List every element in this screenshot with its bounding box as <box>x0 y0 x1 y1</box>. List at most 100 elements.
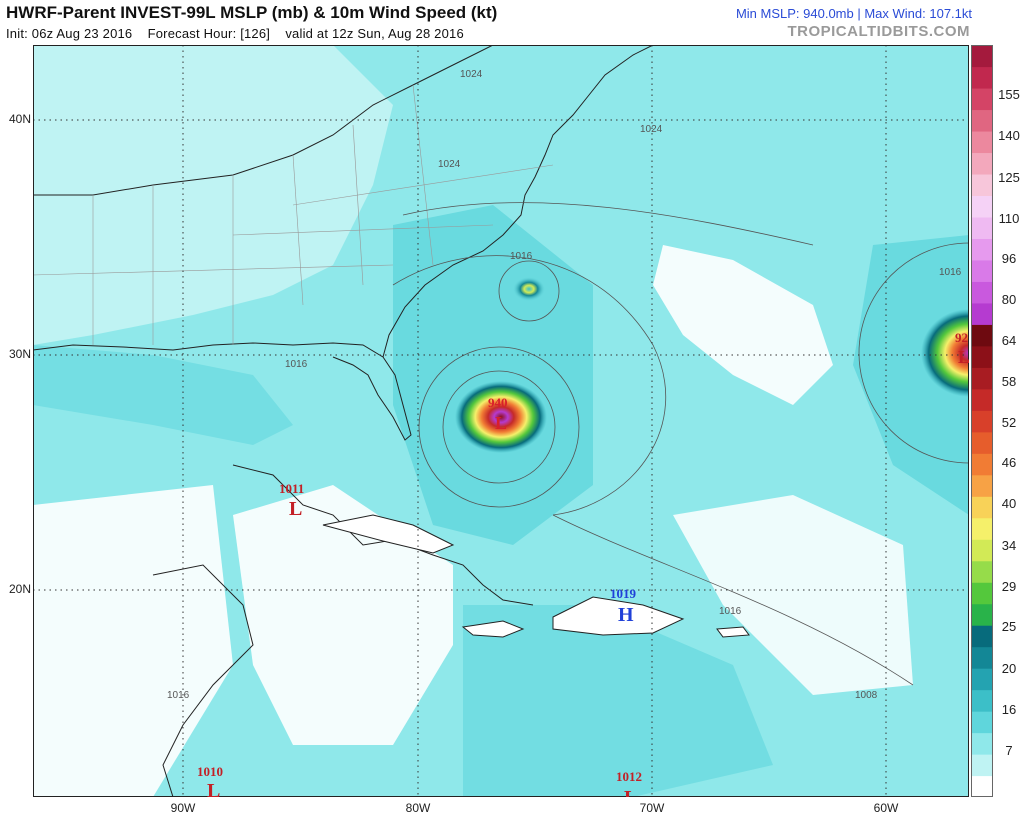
lat-label-40n: 40N <box>8 112 31 126</box>
colorbar-swatch <box>971 216 993 239</box>
isobar-label: 1008 <box>855 690 878 701</box>
isobar-label: 1024 <box>640 124 663 135</box>
colorbar-swatch <box>971 173 993 196</box>
isobar-labels: 1024 1024 1024 1016 1016 1016 1016 1016 … <box>167 69 962 701</box>
isobar-label: 1016 <box>510 251 533 262</box>
weather-map: 1024 1024 1024 1016 1016 1016 1016 1016 … <box>33 45 969 797</box>
isobar-label: 1024 <box>460 69 483 80</box>
colorbar-level-label: 96 <box>1001 251 1017 266</box>
colorbar-swatch <box>971 560 993 583</box>
low-center-marker: L <box>207 780 220 797</box>
lon-label-60w: 60W <box>873 801 899 815</box>
colorbar-swatch <box>971 474 993 497</box>
colorbar-swatch <box>971 517 993 540</box>
colorbar-swatch <box>971 195 993 218</box>
colorbar-swatch <box>971 388 993 411</box>
init-time: Init: 06z Aug 23 2016 <box>6 26 133 41</box>
colorbar-swatch <box>971 431 993 454</box>
colorbar-swatch <box>971 582 993 605</box>
colorbar-level-label: 29 <box>1001 579 1017 594</box>
low-center-marker: L <box>289 498 302 520</box>
hurricane-wind-core <box>455 381 547 453</box>
colorbar-level-label: 46 <box>1001 455 1017 470</box>
isobar-label: 1016 <box>939 267 962 278</box>
colorbar-level-label: 58 <box>1001 374 1017 389</box>
isobar-label: 1024 <box>438 159 461 170</box>
colorbar-swatch <box>971 732 993 755</box>
colorbar-swatch <box>971 345 993 368</box>
colorbar-swatch <box>971 754 993 777</box>
pressure-value-east: 92 <box>955 330 968 345</box>
wind-speed-colorbar <box>971 45 993 797</box>
lon-label-70w: 70W <box>639 801 665 815</box>
lon-label-80w: 80W <box>405 801 431 815</box>
colorbar-swatch <box>971 775 993 797</box>
wind-field-south <box>463 605 773 797</box>
colorbar-swatch <box>971 109 993 132</box>
colorbar-swatch <box>971 302 993 325</box>
forecast-info: Init: 06z Aug 23 2016 Forecast Hour: [12… <box>6 26 464 41</box>
low-center-marker: L <box>495 413 507 433</box>
pressure-value-1019: 1019 <box>610 586 637 601</box>
colorbar-swatch <box>971 453 993 476</box>
colorbar-swatch <box>971 603 993 626</box>
colorbar-level-label: 80 <box>1001 292 1017 307</box>
valid-time: valid at 12z Sun, Aug 28 2016 <box>285 26 464 41</box>
colorbar-swatch <box>971 539 993 562</box>
colorbar-level-label: 40 <box>1001 496 1017 511</box>
calm-area-east <box>653 245 833 405</box>
east-storm-wind-core <box>921 309 969 397</box>
map-frame <box>33 45 969 797</box>
state-borders <box>33 84 554 345</box>
small-low-wind-core <box>513 277 545 301</box>
forecast-hour: Forecast Hour: [126] <box>147 26 271 41</box>
colorbar-level-label: 16 <box>1001 702 1017 717</box>
colorbar-swatch <box>971 625 993 648</box>
map-title: HWRF-Parent INVEST-99L MSLP (mb) & 10m W… <box>6 3 498 22</box>
lat-label-20n: 20N <box>8 582 31 596</box>
colorbar-level-label: 155 <box>998 87 1020 102</box>
pressure-value-1012: 1012 <box>616 769 642 784</box>
colorbar-level-label: 64 <box>1001 333 1017 348</box>
wind-field-east-storm <box>853 235 969 515</box>
colorbar-swatch <box>971 324 993 347</box>
isobars <box>392 202 969 686</box>
colorbar-level-label: 25 <box>1001 619 1017 634</box>
colorbar-swatch <box>971 238 993 261</box>
colorbar-level-label: 7 <box>1005 743 1013 758</box>
colorbar-swatch <box>971 45 993 68</box>
colorbar-swatch <box>971 646 993 669</box>
colorbar-swatch <box>971 367 993 390</box>
islands <box>322 514 750 638</box>
lat-label-30n: 30N <box>8 347 31 361</box>
colorbar-level-label: 52 <box>1001 415 1017 430</box>
colorbar-swatch <box>971 66 993 89</box>
colorbar-level-label: 140 <box>998 128 1020 143</box>
isobar-label: 1016 <box>719 606 742 617</box>
pressure-centers: 940 L 1011 L 1019 H 1010 L 1012 L 92 L <box>197 330 969 797</box>
colorbar-swatch <box>971 711 993 734</box>
colorbar-swatch <box>971 281 993 304</box>
calm-area-southeast <box>673 495 913 695</box>
colorbar-swatch <box>971 496 993 519</box>
colorbar-swatch <box>971 668 993 691</box>
colorbar-level-label: 20 <box>1001 661 1017 676</box>
pressure-value-940: 940 <box>488 395 508 410</box>
storm-stats: Min MSLP: 940.0mb | Max Wind: 107.1kt <box>735 6 972 21</box>
lat-lon-grid <box>33 45 969 797</box>
isobar-label: 1016 <box>167 690 190 701</box>
wind-field-gulf <box>33 345 293 445</box>
low-center-marker: L <box>624 787 637 797</box>
low-center-marker: L <box>958 347 969 367</box>
site-watermark: TROPICALTIDBITS.COM <box>787 23 970 40</box>
colorbar-swatch <box>971 87 993 111</box>
high-center-marker: H <box>618 604 634 626</box>
pressure-value-1011: 1011 <box>279 481 304 496</box>
calm-area-caribbean <box>233 485 453 745</box>
colorbar-level-label: 110 <box>998 211 1020 226</box>
lon-label-90w: 90W <box>170 801 196 815</box>
colorbar-swatch <box>971 410 993 433</box>
colorbar-swatch <box>971 259 993 282</box>
isobar-label: 1016 <box>285 359 308 370</box>
colorbar-swatch <box>971 689 993 712</box>
